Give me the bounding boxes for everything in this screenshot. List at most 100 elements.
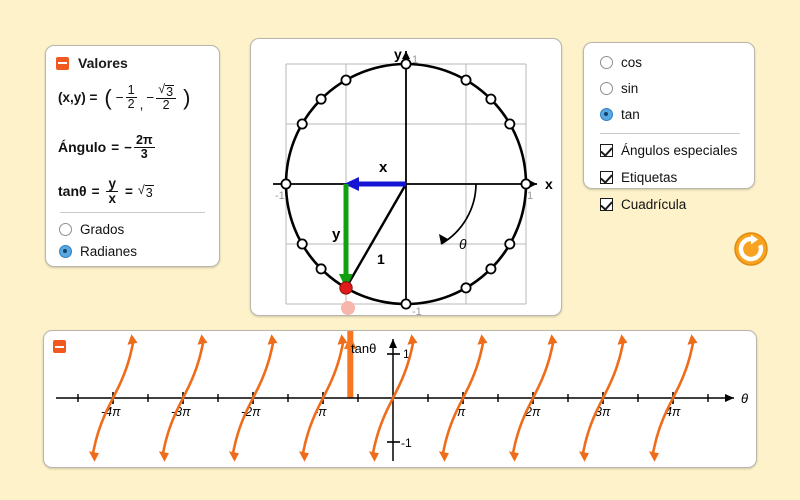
tan-branch-arrowhead bbox=[438, 451, 449, 462]
radio-tan-circle[interactable] bbox=[600, 108, 613, 121]
tan-fraction: y x bbox=[106, 177, 118, 206]
tan-branch bbox=[511, 340, 555, 456]
radio-sin[interactable]: sin bbox=[600, 81, 638, 96]
values-panel: Valores (x,y) = ( − 1 2 , − √ 3 2 ) Ángu… bbox=[45, 45, 220, 267]
tan-branch bbox=[581, 340, 625, 456]
y-numerator: √ 3 bbox=[156, 82, 177, 100]
x-axis-label: x bbox=[545, 176, 553, 192]
draggable-point[interactable] bbox=[339, 281, 353, 295]
tan-denominator: x bbox=[108, 190, 116, 206]
tan-branch bbox=[441, 340, 485, 456]
tick-label-y-pos: 1 bbox=[412, 54, 418, 66]
tan-branch-arrowhead bbox=[228, 451, 239, 462]
unit-circle-panel[interactable]: x y 1 -1 1 -1 1 bbox=[250, 38, 562, 316]
tick-label-y-neg: -1 bbox=[412, 306, 422, 315]
tan-branch-arrowhead bbox=[88, 451, 99, 462]
checkbox-etiquetas-box[interactable] bbox=[600, 171, 613, 184]
checkbox-angulos-especiales[interactable]: Ángulos especiales bbox=[600, 143, 737, 158]
radio-grados-label: Grados bbox=[80, 222, 125, 237]
graph-minus-square-icon[interactable] bbox=[53, 340, 66, 353]
tan-branch-arrowhead bbox=[687, 334, 698, 345]
radio-radianes-circle[interactable] bbox=[59, 245, 72, 258]
coordinates-formula: (x,y) = ( − 1 2 , − √ 3 2 ) bbox=[58, 83, 190, 112]
checkbox-cuadricula[interactable]: Cuadrícula bbox=[600, 197, 686, 212]
tan-label: tanθ bbox=[58, 183, 87, 200]
radical-sign: √ bbox=[158, 82, 166, 96]
unit-circle-graphic[interactable]: x y 1 -1 1 -1 1 bbox=[251, 39, 561, 315]
tan-branch-arrowhead bbox=[407, 334, 418, 345]
radio-cos[interactable]: cos bbox=[600, 55, 642, 70]
tan-radicand: 3 bbox=[144, 184, 154, 200]
tan-branch-arrowhead bbox=[127, 334, 138, 345]
x-fraction: 1 2 bbox=[125, 83, 137, 111]
tick-label-x-pos: 1 bbox=[527, 190, 533, 202]
refresh-icon[interactable] bbox=[733, 231, 769, 267]
tan-branch-arrowhead bbox=[158, 451, 169, 462]
options-divider bbox=[600, 133, 740, 134]
y-denominator: 2 bbox=[162, 98, 170, 113]
radius-line bbox=[344, 183, 408, 289]
tan-curve-series bbox=[88, 334, 698, 462]
tan-branch bbox=[91, 340, 135, 456]
radicand: 3 bbox=[165, 84, 175, 99]
graph-xtick--4pi: -4π bbox=[101, 405, 121, 419]
ghost-point-marker bbox=[341, 301, 355, 315]
radio-tan[interactable]: tan bbox=[600, 107, 640, 122]
radio-grados[interactable]: Grados bbox=[59, 222, 124, 237]
reset-button[interactable] bbox=[733, 231, 769, 267]
y-axis-label: y bbox=[394, 46, 402, 62]
y-sign: − bbox=[146, 90, 155, 105]
graph-x-minor-ticks bbox=[77, 394, 709, 402]
y-fraction: √ 3 2 bbox=[156, 82, 177, 113]
tan-branch bbox=[301, 340, 345, 456]
radio-sin-circle[interactable] bbox=[600, 82, 613, 95]
checkbox-angulos-especiales-box[interactable] bbox=[600, 144, 613, 157]
tan-branch-arrowhead bbox=[547, 334, 558, 345]
tan-branch-arrowhead bbox=[368, 451, 379, 462]
tan-value: √ 3 bbox=[138, 183, 154, 200]
angle-numerator: 2π bbox=[134, 133, 155, 148]
tan-branch-arrowhead bbox=[298, 451, 309, 462]
options-panel: cos sin tan Ángulos especiales Etiquetas… bbox=[583, 42, 755, 212]
tan-graph[interactable]: θ tanθ 1 -1 bbox=[44, 331, 756, 467]
tan-equals-1: = bbox=[91, 183, 100, 199]
radio-cos-label: cos bbox=[621, 55, 643, 70]
tan-formula: tanθ = y x = √ 3 bbox=[58, 177, 154, 206]
y-component-label: y bbox=[332, 226, 341, 243]
angle-label: Ángulo bbox=[58, 139, 107, 156]
minus-square-icon[interactable] bbox=[56, 56, 69, 70]
radio-grados-circle[interactable] bbox=[59, 223, 72, 236]
close-paren: ) bbox=[183, 84, 191, 110]
tan-equals-2: = bbox=[124, 183, 133, 199]
radio-sin-label: sin bbox=[621, 81, 639, 96]
xy-label: (x,y) = bbox=[58, 90, 98, 105]
tan-branch bbox=[651, 340, 695, 456]
values-panel-header: Valores bbox=[46, 46, 219, 71]
radio-cos-circle[interactable] bbox=[600, 56, 613, 69]
values-divider bbox=[60, 212, 205, 213]
graph-x-axis bbox=[56, 394, 734, 402]
radio-radianes-label: Radianes bbox=[80, 244, 138, 259]
x-sign: − bbox=[115, 90, 124, 105]
angle-fraction: 2π 3 bbox=[134, 134, 155, 161]
graph-ylabel: tanθ bbox=[351, 341, 376, 356]
tan-branch-arrowhead bbox=[578, 451, 589, 462]
graph-xtick--2pi: -2π bbox=[241, 405, 261, 419]
theta-arrowhead bbox=[439, 234, 448, 244]
theta-label: θ bbox=[459, 236, 467, 252]
radio-radianes[interactable]: Radianes bbox=[59, 244, 137, 259]
graph-ytick-pos1: 1 bbox=[403, 347, 410, 361]
checkbox-angulos-especiales-label: Ángulos especiales bbox=[621, 143, 738, 158]
x-component-label: x bbox=[379, 159, 388, 176]
current-angle-marker bbox=[344, 331, 357, 398]
checkbox-etiquetas[interactable]: Etiquetas bbox=[600, 170, 677, 185]
y-component-vector bbox=[339, 184, 353, 289]
tan-branch-arrowhead bbox=[337, 334, 348, 345]
x-denominator: 2 bbox=[127, 97, 135, 111]
graph-xlabel: θ bbox=[741, 391, 748, 406]
tan-graph-panel: θ tanθ 1 -1 bbox=[43, 330, 757, 468]
checkbox-cuadricula-box[interactable] bbox=[600, 198, 613, 211]
radio-tan-label: tan bbox=[621, 107, 640, 122]
tan-branch bbox=[161, 340, 205, 456]
x-numerator: 1 bbox=[125, 83, 137, 98]
